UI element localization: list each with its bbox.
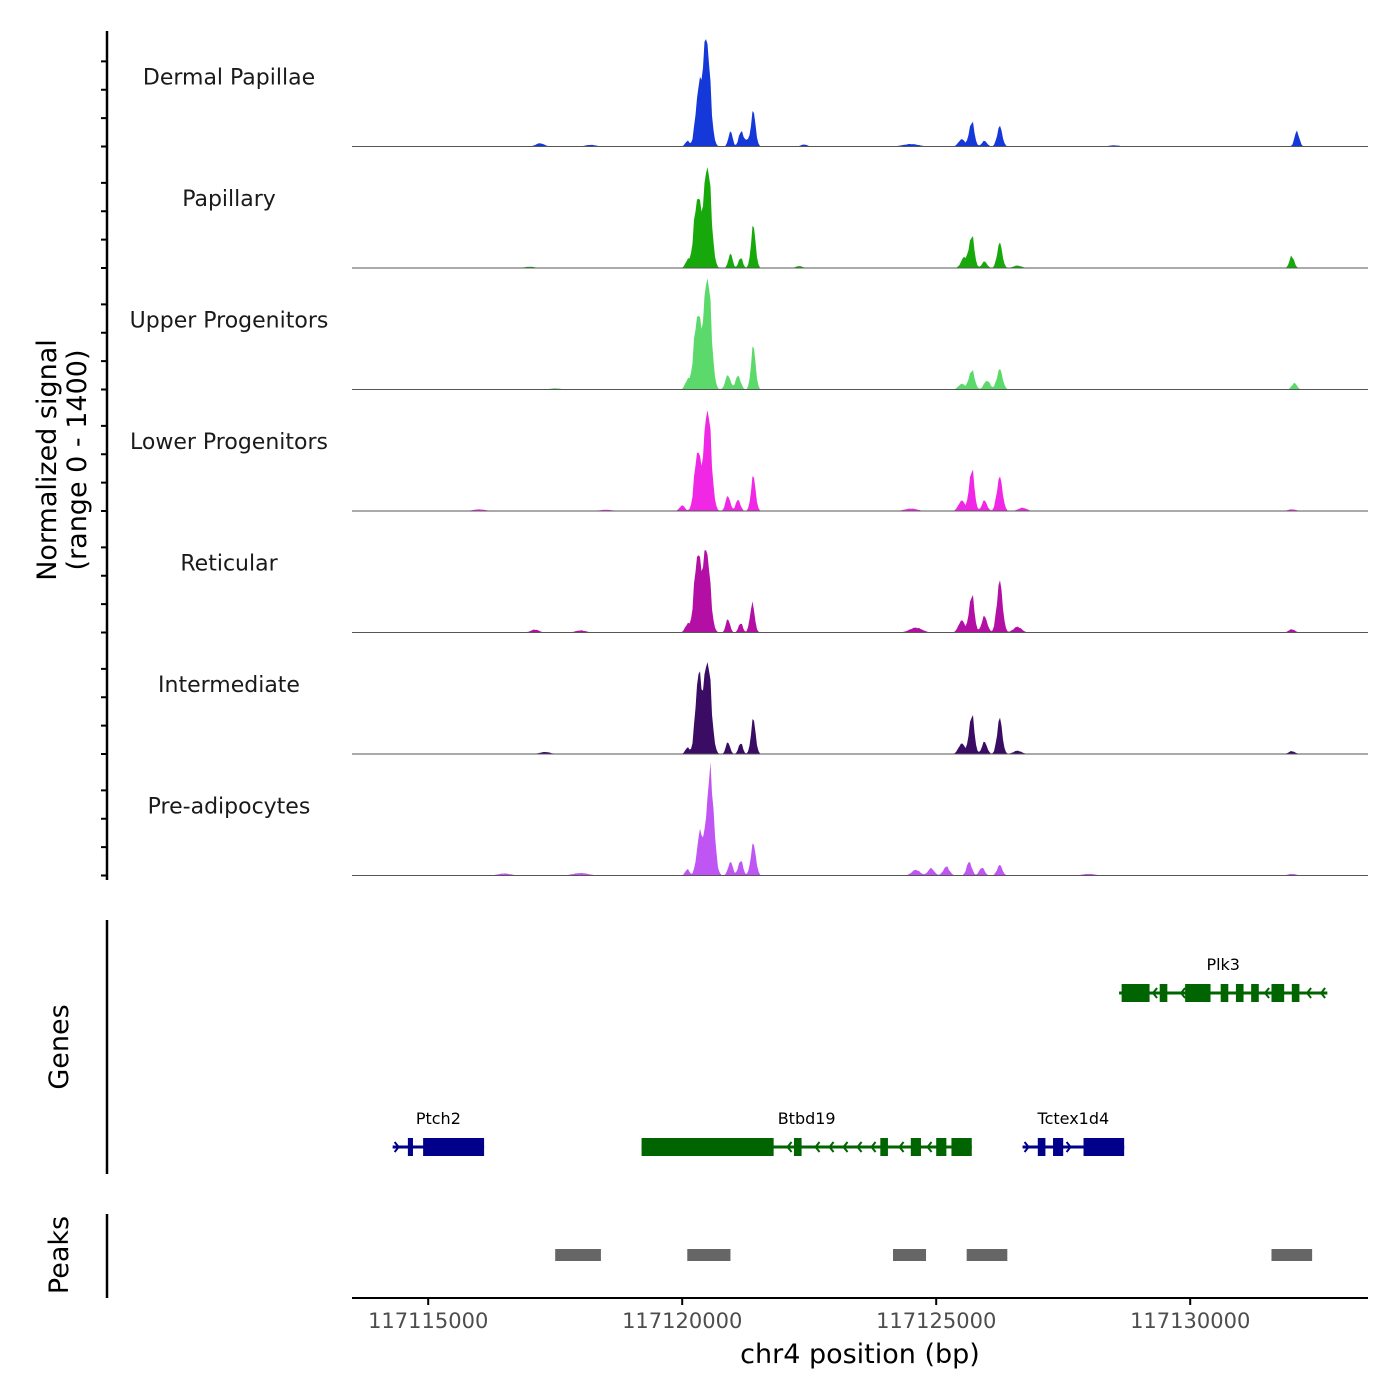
track-label: Dermal Papillae [143, 66, 315, 91]
genes-panel-title: Genes [44, 1004, 75, 1089]
track-4: Reticular [180, 550, 1368, 633]
track-6: Pre-adipocytes [148, 762, 1368, 876]
gene-exon [936, 1138, 947, 1156]
gene-exon [1251, 984, 1259, 1002]
gene-btbd19: Btbd19 [641, 1109, 972, 1156]
peak-region [555, 1249, 601, 1261]
gene-label: Ptch2 [416, 1109, 461, 1128]
gene-label: Btbd19 [778, 1109, 836, 1128]
x-axis-ticks: 117115000 117120000 117125000 117130000 [368, 1298, 1250, 1333]
gene-exon [641, 1138, 774, 1156]
gene-exon [1271, 984, 1285, 1002]
gene-plk3: Plk3 [1119, 955, 1328, 1002]
strand-arrow [926, 1141, 933, 1153]
gene-exon [1083, 1138, 1125, 1156]
gene-exon [1235, 984, 1244, 1002]
gene-exon [951, 1138, 972, 1156]
strand-arrow [842, 1141, 849, 1153]
gene-exon [910, 1138, 921, 1156]
x-tick-label: 117115000 [368, 1309, 488, 1333]
strand-arrow [898, 1141, 905, 1153]
strand-arrow [1065, 1141, 1072, 1153]
y-axis-title-line2: (range 0 - 1400) [62, 350, 93, 571]
gene-exon [407, 1138, 413, 1156]
track-label: Papillary [182, 187, 276, 212]
y-axis-title-group: Normalized signal (range 0 - 1400) [32, 339, 93, 581]
gene-label: Tctex1d4 [1037, 1109, 1110, 1128]
track-signal-area [352, 550, 1368, 633]
strand-arrow [856, 1141, 863, 1153]
x-tick-label: 117125000 [876, 1309, 996, 1333]
track-label: Reticular [180, 552, 278, 577]
track-5: Intermediate [158, 662, 1368, 755]
strand-arrow [814, 1141, 821, 1153]
gene-exon [1185, 984, 1211, 1002]
gene-exon [1291, 984, 1300, 1002]
strand-arrow [1151, 987, 1158, 999]
track-1: Papillary [182, 167, 1368, 269]
strand-arrow [828, 1141, 835, 1153]
strand-arrow [1179, 987, 1186, 999]
track-label: Lower Progenitors [130, 430, 328, 455]
gene-exon [793, 1138, 802, 1156]
gene-annotation-track: Ptch2 Btbd19 Tctex1d4 Plk3 [392, 955, 1328, 1156]
track-signal-area [352, 410, 1368, 511]
track-label: Pre-adipocytes [148, 795, 311, 820]
gene-exon [1159, 984, 1168, 1002]
track-signal-area [352, 167, 1368, 268]
track-label: Intermediate [158, 673, 300, 698]
gene-tctex1d4: Tctex1d4 [1022, 1109, 1125, 1156]
gene-exon [1220, 984, 1229, 1002]
peak-regions-track [555, 1249, 1313, 1261]
peak-region [893, 1249, 927, 1261]
peak-region [966, 1249, 1008, 1261]
track-2: Upper Progenitors [130, 278, 1368, 390]
peak-region [687, 1249, 731, 1261]
x-tick-label: 117120000 [622, 1309, 742, 1333]
y-axis-title-line1: Normalized signal [32, 339, 63, 581]
track-signal-area [352, 662, 1368, 754]
gene-exon [880, 1138, 888, 1156]
peaks-panel-title: Peaks [44, 1216, 75, 1294]
strand-arrow [870, 1141, 877, 1153]
peak-region [1271, 1249, 1313, 1261]
gene-exon [1037, 1138, 1046, 1156]
strand-arrow [1263, 987, 1270, 999]
x-axis-title: chr4 position (bp) [740, 1339, 980, 1370]
strand-arrow [393, 1141, 400, 1153]
x-tick-label: 117130000 [1130, 1309, 1250, 1333]
gene-exon [1053, 1138, 1064, 1156]
coverage-tracks: Dermal Papillae Papillary Upper Progenitor… [130, 39, 1368, 876]
gene-exon [1121, 984, 1150, 1002]
track-0: Dermal Papillae [143, 39, 1368, 147]
strand-arrow [786, 1141, 793, 1153]
track-signal-area [352, 762, 1368, 876]
gene-ptch2: Ptch2 [392, 1109, 485, 1156]
track-signal-area [352, 39, 1368, 147]
gene-exon [423, 1138, 485, 1156]
gene-label: Plk3 [1206, 955, 1240, 974]
track-signal-area [352, 278, 1368, 390]
strand-arrow [1319, 987, 1326, 999]
track-label: Upper Progenitors [130, 309, 329, 334]
coverage-y-axis [101, 31, 109, 880]
strand-arrow [1023, 1141, 1030, 1153]
strand-arrow [1305, 987, 1312, 999]
track-3: Lower Progenitors [130, 410, 1368, 512]
